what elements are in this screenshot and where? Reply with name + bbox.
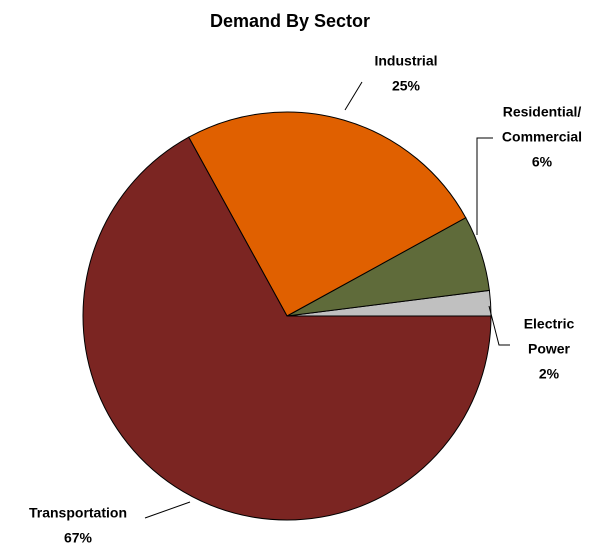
slice-value-label: 6% [532,154,553,170]
pie-slice [82,136,492,521]
leader-line [476,137,493,235]
pie-slice [188,111,467,317]
slice-label: Residential/ [503,104,582,120]
slice-value-label: 25% [392,78,421,94]
slice-value-label: 67% [64,530,93,546]
leader-line [144,501,191,519]
slice-label: Transportation [29,505,127,521]
slice-label: Power [528,341,571,357]
slice-value-label: 2% [539,366,560,382]
slice-label: Industrial [374,53,437,69]
slice-label: Electric [524,316,575,332]
leader-line [488,305,510,346]
slice-label: Commercial [502,129,582,145]
chart-title: Demand By Sector [210,11,370,31]
leader-line [344,81,363,111]
